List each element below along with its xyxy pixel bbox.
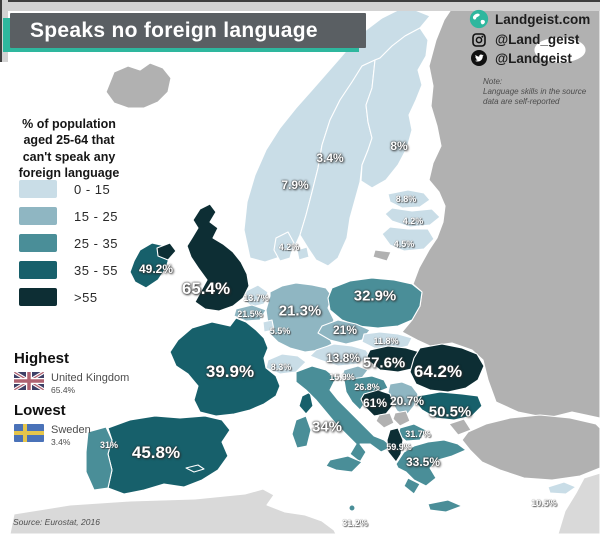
lowest-country: Sweden <box>51 424 91 436</box>
country-shape <box>409 343 485 393</box>
country-shape <box>392 410 411 427</box>
country-shape <box>372 249 392 262</box>
country-shape <box>547 481 577 495</box>
legend-title-line: foreign language <box>18 165 120 180</box>
country-shape <box>85 426 113 491</box>
branding-twitter[interactable]: @Landgeist <box>468 50 590 66</box>
note-block: Note: Language skills in the source data… <box>483 77 595 107</box>
legend-row: 15 - 25 <box>19 207 118 225</box>
instagram-handle: @Land_geist <box>495 32 580 47</box>
country-shape <box>387 189 431 209</box>
legend-range-label: >55 <box>74 289 98 305</box>
country-shape <box>105 62 172 109</box>
legend-swatch <box>19 234 57 252</box>
country-shape <box>381 226 435 252</box>
highest-block: Highest United Kingdom 65.4% <box>14 350 129 395</box>
country-shape <box>325 455 363 473</box>
country-shape <box>384 207 441 228</box>
legend-title-line: aged 25-64 that <box>23 133 115 148</box>
country-shape <box>414 391 483 421</box>
legend-range-label: 25 - 35 <box>74 235 118 251</box>
white-sea <box>534 37 586 63</box>
country-shape <box>273 231 295 262</box>
country-shape <box>375 412 395 429</box>
page-title: Speaks no foreign language <box>30 18 318 42</box>
country-shape <box>360 27 429 189</box>
twitter-handle: @Landgeist <box>495 50 572 66</box>
legend-swatch <box>19 180 57 198</box>
lowest-block: Lowest Sweden 3.4% <box>14 402 91 447</box>
country-shape <box>233 304 267 322</box>
legend-swatch <box>19 288 57 306</box>
globe-icon <box>468 9 490 29</box>
legend-row: >55 <box>19 288 118 306</box>
source-note: Source: Eurostat, 2016 <box>13 517 100 527</box>
country-shape <box>156 242 177 261</box>
country-shape <box>265 282 335 353</box>
legend-range-label: 0 - 15 <box>74 181 111 197</box>
country-shape <box>557 472 600 534</box>
lowest-label: Lowest <box>14 402 66 419</box>
country-shape <box>397 423 427 442</box>
note-line: Language skills in the source <box>483 87 587 96</box>
legend-title-line: can't speak any <box>22 149 116 164</box>
uk-flag-icon <box>14 372 44 390</box>
legend-range-label: 35 - 55 <box>74 262 118 278</box>
country-shape <box>169 317 281 417</box>
country-shape <box>317 319 371 345</box>
country-shape <box>348 504 356 512</box>
country-shape <box>403 477 421 495</box>
country-shape <box>186 203 250 312</box>
legend-swatch <box>19 261 57 279</box>
title-bar: Speaks no foreign language <box>10 13 366 48</box>
branding-site[interactable]: Landgeist.com <box>468 9 590 29</box>
highest-value: 65.4% <box>51 384 76 395</box>
lowest-value: 3.4% <box>51 436 71 447</box>
branding-instagram[interactable]: @Land_geist <box>468 32 590 47</box>
country-shape <box>461 414 600 481</box>
country-shape <box>395 439 467 487</box>
branding-block: Landgeist.com @Land_geist @Landgeist <box>468 9 590 69</box>
country-shape <box>296 246 310 261</box>
country-shape <box>291 415 312 449</box>
legend-range-label: 15 - 25 <box>74 208 118 224</box>
sweden-flag-icon <box>14 424 44 442</box>
site-label: Landgeist.com <box>495 11 591 27</box>
twitter-icon <box>468 50 490 66</box>
legend-title-line: % of population <box>22 117 116 131</box>
note-label: Note: <box>483 77 503 86</box>
legend-row: 0 - 15 <box>19 180 118 198</box>
legend-row: 25 - 35 <box>19 234 118 252</box>
legend-row: 35 - 55 <box>19 261 118 279</box>
note-line: data are self-reported <box>483 97 560 106</box>
country-shape <box>386 427 404 463</box>
country-shape <box>262 319 275 333</box>
legend: 0 - 15 15 - 25 25 - 35 35 - 55 >55 <box>19 180 118 315</box>
country-shape <box>448 418 472 436</box>
country-shape <box>9 488 337 534</box>
country-shape <box>360 389 395 417</box>
country-shape <box>427 499 463 513</box>
legend-swatch <box>19 207 57 225</box>
country-shape <box>295 365 393 463</box>
legend-title: % of population aged 25-64 that can't sp… <box>6 116 132 181</box>
highest-country: United Kingdom <box>51 372 130 384</box>
country-shape <box>185 464 205 473</box>
highest-label: Highest <box>14 350 70 367</box>
frame-top <box>0 0 600 11</box>
instagram-icon <box>468 32 490 47</box>
country-shape <box>265 353 307 375</box>
